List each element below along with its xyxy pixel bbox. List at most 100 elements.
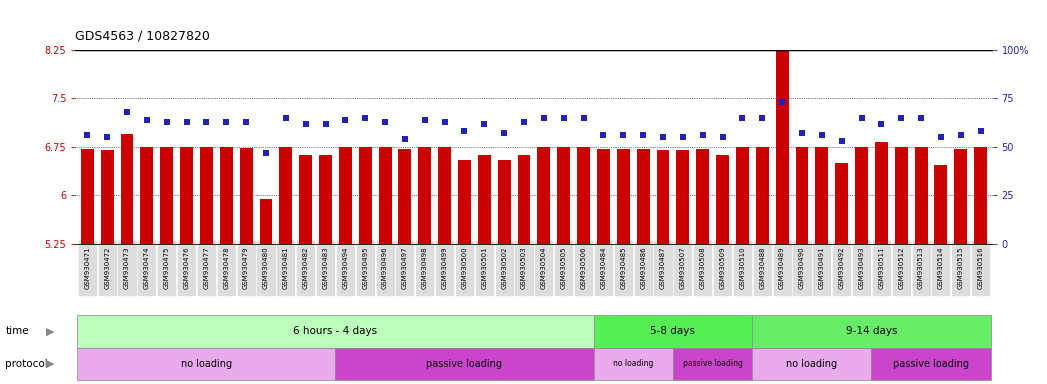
Bar	[716, 155, 729, 244]
Point	[417, 117, 433, 123]
Bar	[816, 147, 828, 244]
Bar	[120, 134, 133, 244]
Bar	[101, 150, 113, 244]
Point	[397, 136, 414, 142]
Bar	[637, 149, 649, 244]
Text: passive loading: passive loading	[893, 359, 970, 369]
Point	[98, 134, 115, 140]
Text: no loading: no loading	[181, 359, 232, 369]
Bar	[200, 147, 213, 244]
Bar	[497, 160, 511, 244]
Point	[794, 130, 810, 136]
Bar	[160, 147, 173, 244]
Bar	[517, 155, 531, 244]
Text: no loading: no loading	[786, 359, 838, 369]
Text: 5-8 days: 5-8 days	[650, 326, 695, 336]
Bar	[696, 149, 709, 244]
Bar	[974, 147, 987, 244]
Bar	[736, 147, 749, 244]
Bar	[439, 147, 451, 244]
Bar	[399, 149, 411, 244]
Text: no loading: no loading	[614, 359, 653, 368]
Point	[615, 132, 631, 138]
Bar	[855, 147, 868, 244]
Bar	[954, 149, 967, 244]
Point	[853, 115, 870, 121]
Bar	[594, 315, 753, 348]
Text: protocol: protocol	[5, 359, 48, 369]
Bar	[895, 147, 908, 244]
Text: ▶: ▶	[46, 359, 54, 369]
Point	[933, 134, 950, 140]
Bar	[836, 163, 848, 244]
Bar	[577, 147, 591, 244]
Text: 6 hours - 4 days: 6 hours - 4 days	[293, 326, 378, 336]
Bar	[753, 315, 990, 348]
Bar	[359, 147, 372, 244]
Text: GDS4563 / 10827820: GDS4563 / 10827820	[75, 29, 210, 42]
Bar	[77, 348, 335, 380]
Point	[258, 150, 274, 156]
Bar	[796, 147, 808, 244]
Point	[317, 121, 334, 127]
Point	[575, 115, 592, 121]
Point	[595, 132, 611, 138]
Point	[734, 115, 751, 121]
Point	[337, 117, 354, 123]
Bar	[335, 348, 594, 380]
Bar	[915, 147, 928, 244]
Bar	[935, 165, 948, 244]
Point	[79, 132, 95, 138]
Bar	[339, 147, 352, 244]
Point	[873, 121, 890, 127]
Text: passive loading: passive loading	[683, 359, 742, 368]
Point	[158, 119, 175, 125]
Point	[654, 134, 671, 140]
Point	[277, 115, 294, 121]
Bar	[280, 147, 292, 244]
Bar	[419, 147, 431, 244]
Bar	[776, 14, 788, 244]
Point	[674, 134, 691, 140]
Point	[555, 115, 572, 121]
Point	[754, 115, 771, 121]
Point	[953, 132, 970, 138]
Point	[377, 119, 394, 125]
Point	[297, 121, 314, 127]
Text: passive loading: passive loading	[426, 359, 503, 369]
Text: time: time	[5, 326, 29, 336]
Bar	[656, 150, 669, 244]
Bar	[753, 348, 871, 380]
Bar	[557, 147, 571, 244]
Bar	[379, 147, 392, 244]
Point	[437, 119, 453, 125]
Point	[218, 119, 235, 125]
Point	[535, 115, 552, 121]
Point	[238, 119, 254, 125]
Bar	[180, 147, 193, 244]
Point	[198, 119, 215, 125]
Point	[456, 128, 473, 134]
Bar	[240, 147, 252, 244]
Bar	[477, 155, 491, 244]
Text: 9-14 days: 9-14 days	[846, 326, 897, 336]
Point	[913, 115, 930, 121]
Bar	[220, 147, 232, 244]
Point	[138, 117, 155, 123]
Bar	[299, 155, 312, 244]
Point	[973, 128, 989, 134]
Bar	[875, 142, 888, 244]
Text: ▶: ▶	[46, 326, 54, 336]
Point	[178, 119, 195, 125]
Point	[476, 121, 493, 127]
Point	[516, 119, 533, 125]
Point	[496, 130, 513, 136]
Bar	[537, 147, 551, 244]
Bar	[81, 149, 94, 244]
Point	[357, 115, 374, 121]
Bar	[319, 155, 332, 244]
Point	[118, 109, 135, 115]
Point	[814, 132, 830, 138]
Point	[893, 115, 910, 121]
Bar	[673, 348, 753, 380]
